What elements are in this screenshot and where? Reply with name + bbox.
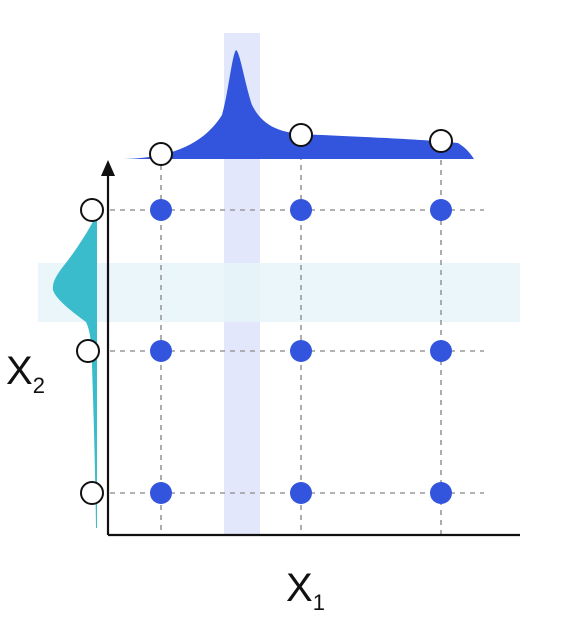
x2-marginal-density — [52, 215, 97, 528]
y-axis-label: X2 — [6, 349, 45, 398]
grid-point — [290, 340, 312, 362]
y-axis-label-subscript: 2 — [33, 373, 45, 398]
grid-point — [290, 482, 312, 504]
arrow-up-icon — [101, 160, 115, 176]
x1-marginal-point — [149, 142, 173, 166]
y-axis-label-main: X — [6, 349, 33, 393]
axes — [101, 160, 520, 537]
x1-marginal-point — [289, 123, 313, 147]
x2-marginal-point — [76, 339, 100, 363]
grid-point — [430, 340, 452, 362]
x2-marginal-point — [80, 481, 104, 505]
grid-point — [290, 199, 312, 221]
x1-marginal-point — [429, 129, 453, 153]
marginal-points — [76, 123, 453, 505]
grid-point — [150, 340, 172, 362]
gridlines — [110, 135, 484, 535]
grid-point — [430, 199, 452, 221]
grid-point — [430, 482, 452, 504]
grid-points — [150, 199, 452, 504]
x-axis-label: X1 — [286, 566, 325, 615]
x-axis-label-subscript: 1 — [313, 590, 325, 615]
grid-point — [150, 482, 172, 504]
x-axis-label-main: X — [286, 566, 313, 610]
grid-point — [150, 199, 172, 221]
x2-marginal-point — [80, 198, 104, 222]
y-highlight-band — [38, 263, 520, 322]
